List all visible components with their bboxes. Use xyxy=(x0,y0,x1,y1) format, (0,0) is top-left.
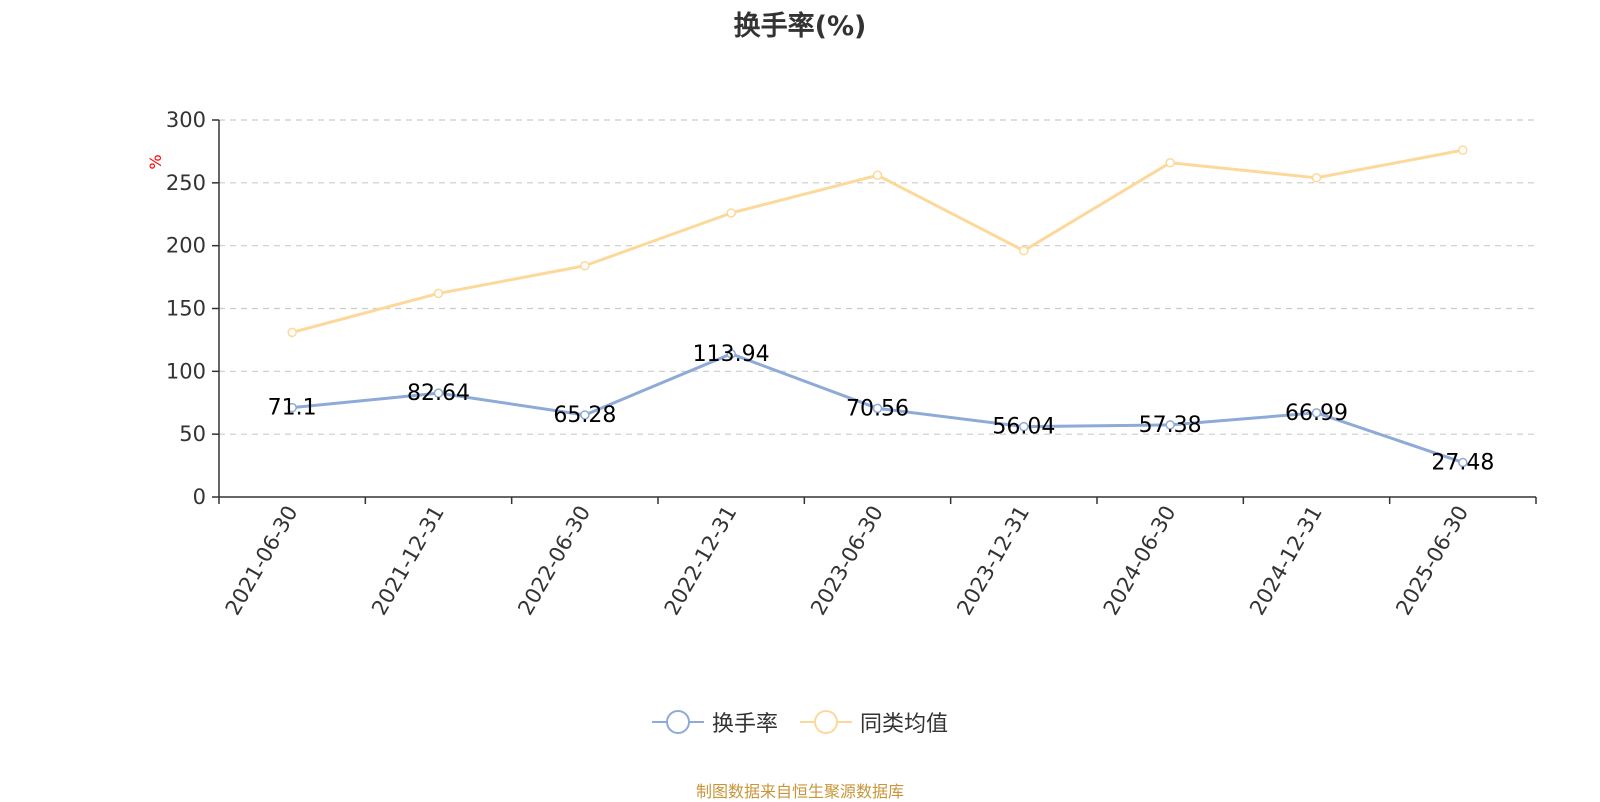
y-tick-label: 200 xyxy=(166,234,206,258)
y-tick-label: 150 xyxy=(166,297,206,321)
legend-line-circle-icon xyxy=(800,710,852,734)
x-tick-label: 2023-06-30 xyxy=(806,502,888,620)
data-point xyxy=(872,170,883,181)
data-label: 71.1 xyxy=(268,396,317,421)
data-label: 66.99 xyxy=(1285,401,1348,426)
data-point xyxy=(1165,420,1175,430)
x-tick-label: 2021-12-31 xyxy=(367,502,449,620)
data-point xyxy=(287,327,297,338)
legend-item-turnover[interactable]: 换手率 xyxy=(651,706,778,738)
data-point xyxy=(1019,245,1029,256)
data-point xyxy=(287,402,297,413)
data-point xyxy=(872,403,883,414)
data-label: 70.56 xyxy=(846,396,909,421)
data-label: 82.64 xyxy=(407,381,470,406)
y-tick-label: 100 xyxy=(166,359,206,383)
x-tick-label: 2025-06-30 xyxy=(1391,502,1473,620)
data-point xyxy=(1311,173,1322,183)
data-point xyxy=(1165,157,1175,168)
y-tick-label: 50 xyxy=(179,422,206,446)
data-label: 57.38 xyxy=(1139,413,1202,438)
y-tick-label: 250 xyxy=(166,171,206,195)
data-label: 65.28 xyxy=(553,403,616,428)
legend-label: 同类均值 xyxy=(860,712,949,737)
x-tick-label: 2023-12-31 xyxy=(952,502,1034,620)
y-axis-label: % xyxy=(146,154,165,169)
data-point xyxy=(433,388,444,398)
data-label: 27.48 xyxy=(1431,450,1494,475)
x-tick-label: 2022-12-31 xyxy=(660,502,742,620)
chart-title: 换手率(%) xyxy=(733,11,867,42)
legend-item-peer-average[interactable]: 同类均值 xyxy=(800,706,948,738)
data-point xyxy=(433,288,444,299)
data-point xyxy=(1311,408,1322,418)
data-point xyxy=(580,261,590,271)
y-tick-label: 300 xyxy=(166,108,206,132)
x-tick-label: 2021-06-30 xyxy=(221,502,303,620)
x-tick-label: 2024-06-30 xyxy=(1099,502,1181,620)
data-point xyxy=(726,208,736,218)
data-point xyxy=(1019,421,1029,432)
y-tick-label: 0 xyxy=(193,485,206,509)
legend-label: 换手率 xyxy=(711,712,778,737)
data-point xyxy=(1458,457,1468,468)
data-point xyxy=(726,349,736,359)
legend: 换手率 同类均值 xyxy=(0,706,1600,738)
data-point xyxy=(1458,145,1468,155)
x-tick-label: 2022-06-30 xyxy=(513,502,595,620)
data-label: 113.94 xyxy=(693,342,770,367)
data-label: 56.04 xyxy=(992,415,1055,440)
source-note: 制图数据来自恒生聚源数据库 xyxy=(695,782,904,801)
legend-line-circle-icon xyxy=(651,710,704,734)
data-point xyxy=(580,410,590,420)
x-tick-label: 2024-12-31 xyxy=(1245,502,1327,620)
